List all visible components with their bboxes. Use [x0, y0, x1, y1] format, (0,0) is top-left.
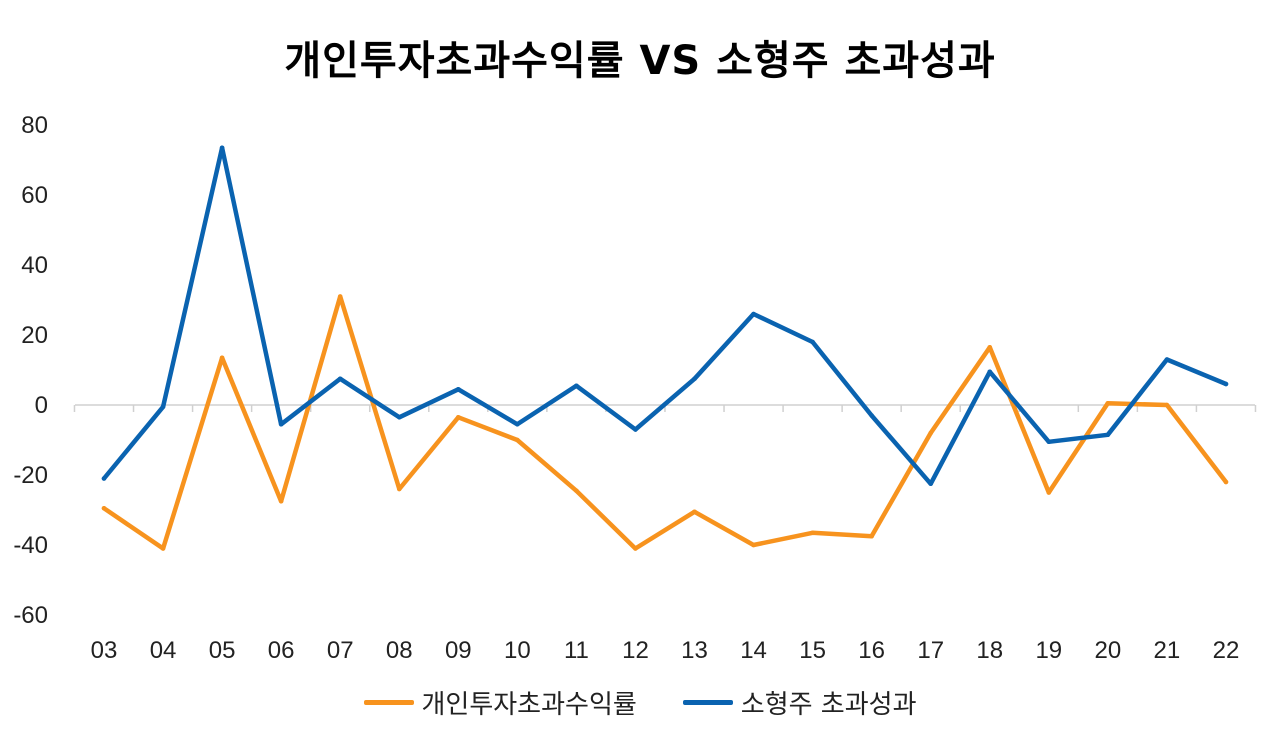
data-point: [1223, 381, 1229, 387]
x-tick-label: 18: [976, 637, 1003, 664]
x-tick-label: 17: [917, 637, 944, 664]
series-line-smallcap-excess-performance: [101, 145, 1229, 487]
data-point: [574, 383, 579, 389]
data-point: [810, 530, 815, 536]
y-tick-label: -40: [13, 532, 48, 559]
data-point: [869, 533, 874, 539]
data-point: [751, 542, 756, 548]
data-point: [101, 505, 107, 511]
data-point: [574, 488, 579, 494]
data-point: [278, 498, 284, 504]
data-point: [278, 421, 284, 427]
data-point: [928, 430, 933, 436]
x-tick-label: 03: [91, 637, 118, 664]
x-tick-label: 05: [209, 637, 236, 664]
x-tick-label: 21: [1154, 637, 1181, 664]
data-point: [987, 369, 993, 375]
x-tick-label: 11: [564, 637, 589, 664]
data-point: [1105, 432, 1111, 438]
legend-swatch-orange: [363, 700, 414, 705]
x-tick-label: 04: [150, 637, 177, 664]
data-point: [810, 339, 815, 345]
data-point: [456, 386, 461, 392]
x-tick-label: 22: [1213, 637, 1240, 664]
y-tick-labels: 80 60 40 20 0 -20 -40 -60: [13, 112, 48, 629]
data-point: [396, 486, 402, 492]
legend-item-smallcap: 소형주 초과성과: [682, 684, 917, 721]
data-point: [515, 421, 520, 427]
x-tick-labels: 03 04 05 06 07 08 09 10 11 12 13 14 15 16 17 18 19 20 21 22: [91, 637, 1240, 664]
data-point: [692, 509, 697, 515]
y-tick-label: -60: [13, 602, 48, 629]
chart-title: 개인투자초과수익률 VS 소형주 초과성과: [284, 38, 996, 84]
y-tick-label: 80: [21, 112, 48, 139]
data-point: [751, 311, 756, 317]
data-point: [160, 546, 166, 551]
x-tick-label: 09: [445, 637, 472, 664]
data-point: [987, 344, 993, 350]
legend-label: 소형주 초과성과: [740, 690, 917, 720]
x-tick-label: 19: [1035, 637, 1062, 664]
data-point: [869, 413, 874, 418]
x-tick-label: 15: [799, 637, 826, 664]
data-point: [1105, 400, 1111, 406]
data-point: [633, 427, 638, 432]
legend: 개인투자초과수익률 소형주 초과성과: [0, 684, 1280, 721]
x-tick-label: 10: [504, 637, 531, 664]
data-point: [160, 404, 166, 410]
y-tick-label: 20: [21, 322, 48, 349]
data-point: [396, 414, 402, 420]
legend-label: 개인투자초과수익률: [421, 690, 637, 720]
legend-swatch-blue: [682, 700, 733, 705]
series-line-retail-excess-return: [101, 294, 1229, 551]
y-tick-label: 40: [21, 252, 48, 279]
data-point: [633, 546, 638, 551]
y-tick-label: -20: [13, 462, 48, 489]
data-point: [1164, 357, 1170, 362]
data-point: [692, 376, 697, 382]
x-tick-label: 14: [740, 637, 767, 664]
legend-item-retail: 개인투자초과수익률: [363, 684, 637, 721]
x-tick-label: 20: [1094, 637, 1121, 664]
data-point: [1164, 402, 1170, 408]
y-tick-label: 60: [21, 182, 48, 209]
data-point: [337, 294, 343, 299]
y-tick-label: 0: [35, 392, 48, 419]
data-point: [1223, 479, 1229, 485]
x-tick-label: 16: [858, 637, 885, 664]
data-point: [515, 437, 520, 443]
series-lines: [101, 145, 1229, 551]
x-tick-label: 07: [327, 637, 354, 664]
x-tick-label: 08: [386, 637, 413, 664]
data-point: [337, 376, 343, 382]
x-tick-label: 12: [622, 637, 649, 664]
data-point: [219, 145, 225, 151]
data-point: [219, 355, 225, 361]
data-point: [1046, 490, 1052, 495]
data-point: [456, 414, 461, 420]
x-tick-label: 13: [681, 637, 708, 664]
x-tick-label: 06: [268, 637, 295, 664]
data-point: [101, 476, 107, 481]
data-point: [928, 481, 933, 487]
data-point: [1046, 439, 1052, 445]
